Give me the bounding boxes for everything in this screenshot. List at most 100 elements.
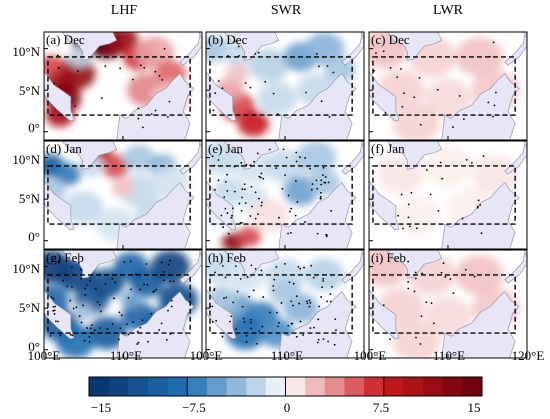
significance-dot — [141, 319, 144, 322]
land-mask — [61, 250, 118, 279]
significance-dot — [407, 260, 410, 263]
significance-dot — [418, 76, 421, 79]
significance-dot — [129, 288, 132, 291]
significance-dot — [432, 322, 435, 325]
y-tick-5n-r3: 5°N — [19, 300, 41, 315]
significance-dot — [315, 52, 318, 55]
significance-dot — [142, 126, 144, 129]
significance-dot — [375, 52, 377, 54]
significance-dot — [452, 292, 455, 295]
land-mask — [441, 73, 520, 140]
significance-dot — [329, 293, 332, 296]
x-tick-110e-c2: 110°E — [271, 348, 303, 363]
significance-dot — [83, 339, 86, 342]
significance-dot — [260, 269, 263, 272]
significance-dot — [419, 343, 422, 345]
significance-dot — [160, 261, 163, 264]
significance-dot — [71, 285, 73, 288]
significance-dot — [169, 280, 172, 283]
significance-dot — [281, 187, 284, 190]
significance-dot — [401, 105, 404, 108]
significance-dot — [230, 216, 233, 219]
significance-dot — [258, 197, 260, 200]
colorbar-swatch — [344, 377, 365, 396]
land-mask — [441, 182, 520, 249]
significance-dot — [117, 338, 120, 341]
significance-dot — [254, 267, 257, 270]
land-mask — [44, 289, 75, 340]
significance-dot — [308, 299, 311, 302]
panel-lwr-feb: (i) Feb — [368, 249, 528, 359]
significance-dot — [237, 151, 240, 154]
significance-dot — [52, 309, 55, 312]
region-box — [209, 274, 353, 334]
significance-dot — [163, 271, 165, 273]
land-mask — [206, 71, 237, 122]
panel-label: (e) Jan — [208, 141, 244, 156]
significance-dot — [114, 281, 117, 284]
significance-dot — [100, 310, 102, 313]
significance-dot — [320, 191, 322, 194]
significance-dot — [326, 300, 329, 303]
significance-dot — [262, 177, 265, 180]
significance-dot — [239, 277, 242, 280]
significance-dot — [234, 265, 237, 268]
significance-dot — [129, 260, 132, 263]
significance-dot — [316, 341, 319, 344]
significance-dot — [137, 107, 140, 110]
significance-dot — [146, 283, 149, 286]
significance-dot — [243, 321, 246, 323]
significance-dot — [312, 276, 315, 279]
significance-dot — [237, 45, 240, 48]
significance-dot — [160, 322, 163, 325]
significance-dot — [414, 271, 417, 274]
y-tick-0-r3: 0° — [28, 339, 40, 354]
significance-dot — [441, 177, 444, 180]
significance-dot — [154, 109, 157, 112]
y-tick-5n-r1: 5°N — [19, 83, 41, 98]
field-blob — [296, 141, 337, 175]
significance-dot — [113, 297, 115, 300]
significance-dot — [89, 280, 91, 282]
land-mask — [504, 141, 527, 175]
significance-dot — [54, 305, 57, 308]
significance-dot — [69, 299, 72, 302]
significance-dot — [235, 40, 238, 43]
land-mask — [360, 32, 364, 39]
significance-dot — [297, 265, 300, 268]
significance-dot — [408, 225, 411, 228]
significance-dot — [240, 161, 243, 164]
land-mask — [116, 182, 195, 249]
significance-dot — [476, 205, 479, 208]
significance-dot — [172, 280, 175, 283]
significance-dot — [66, 285, 68, 288]
significance-dot — [479, 204, 482, 206]
significance-dot — [288, 281, 291, 284]
significance-dot — [80, 277, 83, 280]
significance-dot — [232, 301, 235, 304]
significance-dot — [278, 216, 280, 219]
significance-dot — [306, 302, 309, 305]
significance-dot — [243, 183, 246, 186]
significance-dot — [329, 300, 332, 303]
significance-dot — [132, 78, 134, 81]
significance-dot — [235, 328, 238, 331]
significance-dot — [221, 87, 224, 90]
significance-dot — [273, 278, 276, 281]
significance-dot — [309, 327, 312, 329]
significance-dot — [258, 330, 260, 332]
significance-dot — [167, 263, 170, 266]
significance-dot — [413, 96, 416, 99]
panel-label: (f) Jan — [371, 141, 405, 156]
colorbar-tick-7p5: 7.5 — [373, 400, 389, 415]
significance-dot — [429, 193, 432, 196]
significance-dot — [57, 66, 60, 69]
significance-dot — [217, 80, 220, 82]
significance-dot — [425, 301, 428, 304]
significance-dot — [473, 275, 476, 278]
significance-dot — [323, 181, 326, 184]
significance-dot — [480, 232, 483, 235]
significance-dot — [252, 289, 255, 292]
significance-dot — [223, 297, 225, 300]
significance-dot — [86, 327, 89, 329]
